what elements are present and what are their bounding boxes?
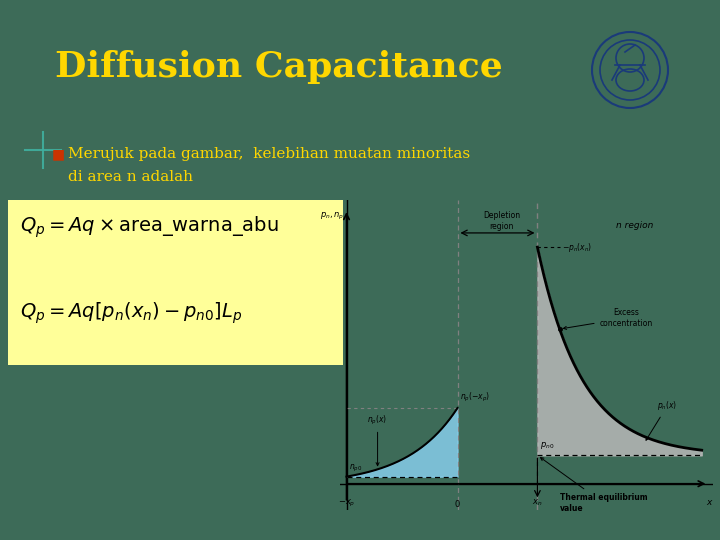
Text: Merujuk pada gambar,  kelebihan muatan minoritas: Merujuk pada gambar, kelebihan muatan mi… bbox=[68, 147, 470, 161]
Text: Thermal equilibrium
value: Thermal equilibrium value bbox=[541, 457, 647, 512]
Text: $p_{n0}$: $p_{n0}$ bbox=[540, 440, 554, 450]
Text: ■: ■ bbox=[52, 147, 65, 161]
Text: Diffusion Capacitance: Diffusion Capacitance bbox=[55, 50, 503, 84]
Text: $x_n$: $x_n$ bbox=[532, 498, 543, 509]
Text: $Q_p = Aq \times \mathrm{area\_warna\_abu}$: $Q_p = Aq \times \mathrm{area\_warna\_ab… bbox=[20, 215, 279, 240]
Text: Depletion
region: Depletion region bbox=[483, 211, 521, 231]
Text: Excess
concentration: Excess concentration bbox=[564, 308, 653, 329]
Text: $p_n(x)$: $p_n(x)$ bbox=[646, 399, 678, 440]
Text: $n_{p0}$: $n_{p0}$ bbox=[348, 463, 362, 474]
Text: $Q_p = Aq\left[p_n(x_n) - p_{n0}\right]L_p$: $Q_p = Aq\left[p_n(x_n) - p_{n0}\right]L… bbox=[20, 300, 242, 326]
Text: $n_p(x)$: $n_p(x)$ bbox=[367, 414, 388, 465]
Text: n region: n region bbox=[616, 221, 654, 230]
Text: $-x_p$: $-x_p$ bbox=[338, 498, 355, 509]
Bar bbox=[8, 200, 343, 365]
Text: $x$: $x$ bbox=[706, 498, 714, 507]
Text: $-p_n(x_n)$: $-p_n(x_n)$ bbox=[562, 241, 592, 254]
Text: $p_n, n_p$: $p_n, n_p$ bbox=[320, 211, 344, 222]
Text: $n_p(-x_p)$: $n_p(-x_p)$ bbox=[460, 391, 490, 404]
Text: $0$: $0$ bbox=[454, 498, 461, 509]
Text: di area n adalah: di area n adalah bbox=[68, 170, 193, 184]
